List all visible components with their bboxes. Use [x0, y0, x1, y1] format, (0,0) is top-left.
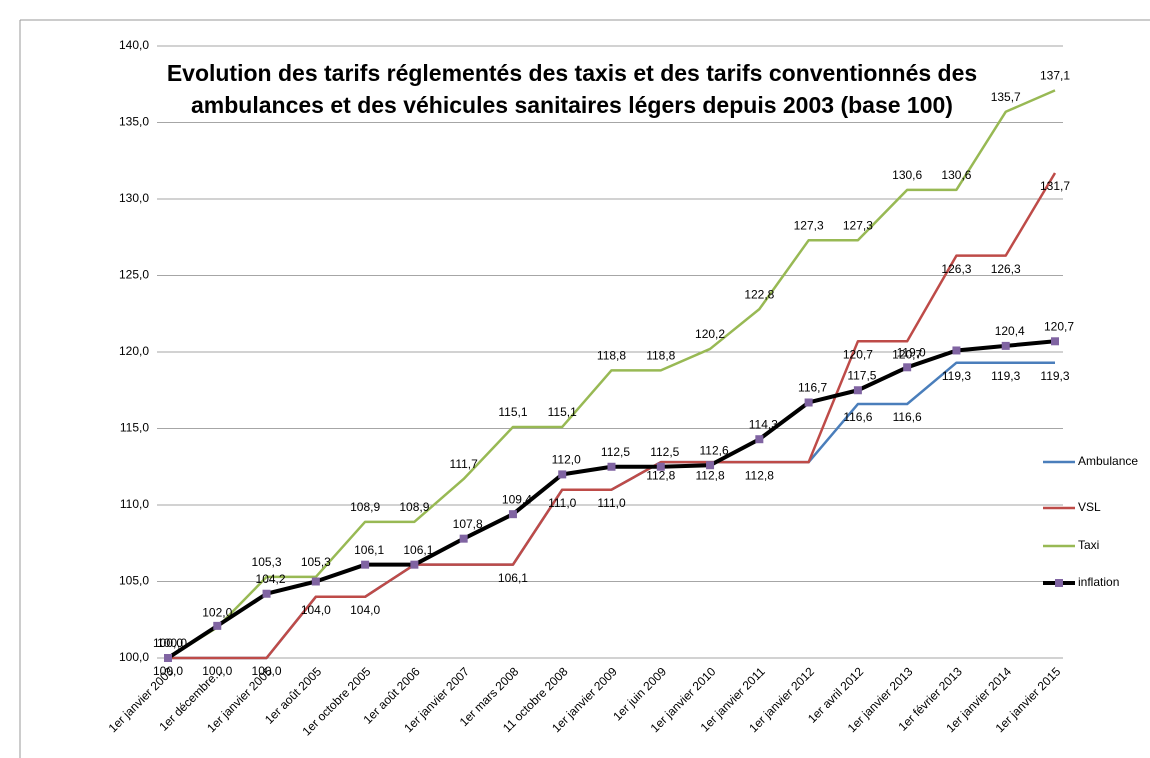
marker [952, 346, 961, 355]
data-label: 126,3 [941, 262, 971, 276]
data-label: 111,0 [548, 496, 577, 510]
data-label: 119,0 [897, 345, 926, 359]
data-label: 104,0 [350, 603, 380, 617]
data-label: 131,7 [1040, 179, 1070, 193]
data-label: 109,4 [502, 492, 532, 506]
y-tick-label: 100,0 [119, 650, 149, 664]
data-label: 104,2 [256, 572, 286, 586]
y-tick-label: 130,0 [119, 191, 149, 205]
data-label: 119,3 [991, 369, 1020, 383]
legend-label: VSL [1078, 500, 1101, 514]
data-label: 100,0 [153, 636, 183, 650]
data-label: 119,3 [942, 369, 971, 383]
data-label: 100,0 [157, 636, 187, 650]
data-label: 137,1 [1040, 69, 1070, 83]
data-label: 112,8 [646, 468, 675, 482]
marker [361, 560, 370, 569]
data-label: 112,6 [699, 443, 728, 457]
data-label: 120,7 [1044, 319, 1074, 333]
data-label: 107,8 [453, 517, 483, 531]
marker [558, 470, 567, 479]
data-label: 116,6 [893, 410, 922, 424]
legend-label: inflation [1078, 575, 1119, 589]
data-label: 120,7 [843, 347, 873, 361]
series-line [167, 89, 1056, 660]
data-label: 120,2 [695, 327, 725, 341]
marker [459, 534, 468, 543]
y-tick-label: 140,0 [119, 38, 149, 52]
y-tick-label: 125,0 [119, 268, 149, 282]
data-label: 108,9 [399, 500, 429, 514]
data-label: 130,6 [941, 168, 971, 182]
data-label: 112,0 [552, 453, 581, 467]
data-label: 106,1 [354, 543, 384, 557]
data-label: 115,1 [498, 405, 527, 419]
data-label: 106,1 [403, 543, 433, 557]
series-line [168, 172, 1057, 660]
marker [755, 435, 764, 444]
y-tick-label: 110,0 [120, 497, 149, 511]
data-label: 116,6 [843, 410, 872, 424]
data-label: 127,3 [843, 218, 873, 232]
marker [853, 386, 862, 395]
marker [311, 577, 320, 586]
data-label: 111,0 [597, 496, 626, 510]
data-label: 115,1 [548, 405, 577, 419]
data-label: 112,8 [695, 468, 724, 482]
data-label: 105,3 [252, 555, 282, 569]
marker [410, 560, 419, 569]
data-label: 116,7 [798, 381, 827, 395]
data-label: 104,0 [301, 603, 331, 617]
data-label: 120,4 [995, 324, 1025, 338]
marker [706, 461, 715, 470]
data-label: 112,5 [650, 445, 679, 459]
data-label: 112,5 [601, 445, 630, 459]
legend-marker [1055, 579, 1063, 587]
data-label: 114,3 [749, 417, 778, 431]
data-label: 106,1 [498, 571, 528, 585]
data-label: 122,8 [744, 287, 774, 301]
y-tick-label: 120,0 [119, 344, 149, 358]
marker [1051, 337, 1059, 346]
marker [607, 462, 616, 471]
data-label: 130,6 [892, 168, 922, 182]
data-label: 105,3 [301, 555, 331, 569]
y-tick-label: 135,0 [119, 115, 149, 129]
data-label: 120,7 [892, 347, 922, 361]
data-label: 127,3 [794, 218, 824, 232]
data-label: 118,8 [646, 349, 675, 363]
marker [213, 621, 222, 630]
legend-label: Ambulance [1078, 454, 1138, 468]
marker [262, 589, 271, 598]
data-label: 112,8 [745, 468, 774, 482]
data-label: 100,0 [252, 664, 282, 678]
marker [656, 462, 665, 471]
chart-title: Evolution des tarifs réglementés des tax… [167, 60, 977, 86]
data-label: 126,3 [991, 262, 1021, 276]
y-tick-label: 105,0 [119, 574, 149, 588]
data-label: 117,5 [847, 368, 876, 382]
data-label: 119,3 [1040, 369, 1069, 383]
data-label: 100,0 [202, 664, 232, 678]
data-label: 100,0 [153, 664, 183, 678]
data-label: 118,8 [597, 349, 626, 363]
data-label: 102,0 [202, 606, 232, 620]
marker [903, 363, 912, 372]
marker [508, 510, 517, 519]
data-label: 108,9 [350, 500, 380, 514]
chart-title: ambulances et des véhicules sanitaires l… [191, 92, 953, 118]
legend-label: Taxi [1078, 538, 1099, 552]
data-label: 135,7 [991, 90, 1021, 104]
marker [804, 398, 813, 407]
marker [164, 654, 172, 662]
marker [1001, 341, 1010, 350]
data-label: 111,7 [450, 457, 479, 471]
y-tick-label: 115,0 [120, 421, 149, 435]
